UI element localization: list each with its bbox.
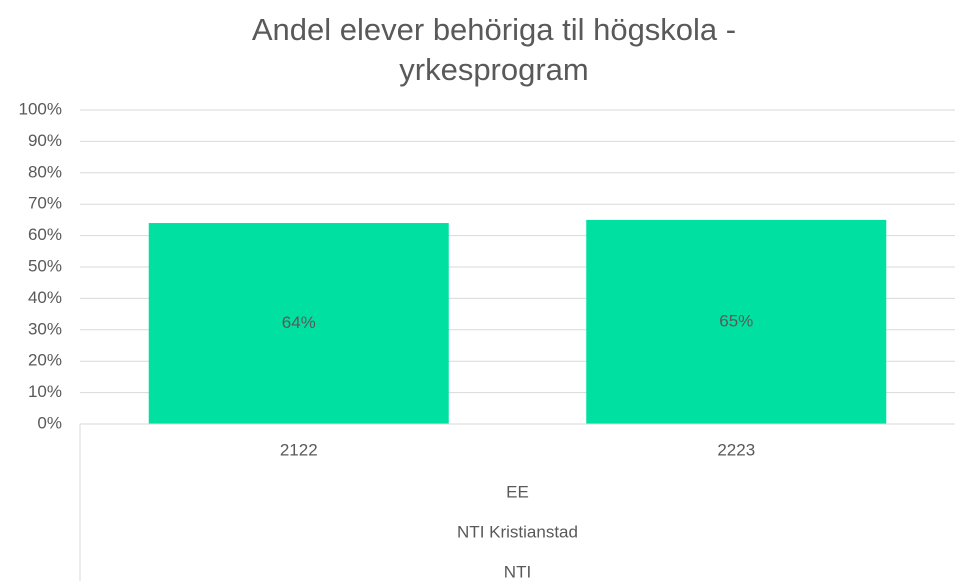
y-tick-label: 20%	[28, 351, 62, 370]
y-tick-label: 30%	[28, 319, 62, 338]
y-tick-label: 10%	[28, 382, 62, 401]
data-label: 64%	[282, 313, 316, 332]
data-label: 65%	[719, 311, 753, 330]
category-group-label: EE	[506, 482, 529, 501]
bar	[148, 223, 449, 424]
category-group-label: NTI	[504, 562, 531, 581]
bar	[586, 219, 887, 424]
x-tick-label: 2223	[717, 440, 755, 459]
y-tick-label: 40%	[28, 288, 62, 307]
y-tick-label: 70%	[28, 194, 62, 213]
y-tick-label: 50%	[28, 256, 62, 275]
x-tick-label: 2122	[280, 440, 318, 459]
y-tick-label: 90%	[28, 131, 62, 150]
y-tick-label: 60%	[28, 225, 62, 244]
y-tick-label: 100%	[19, 99, 62, 118]
category-group-label: NTI Kristianstad	[457, 522, 578, 541]
chart-title: Andel elever behöriga til högskola - yrk…	[251, 12, 737, 87]
y-tick-label: 0%	[37, 413, 62, 432]
y-tick-label: 80%	[28, 162, 62, 181]
